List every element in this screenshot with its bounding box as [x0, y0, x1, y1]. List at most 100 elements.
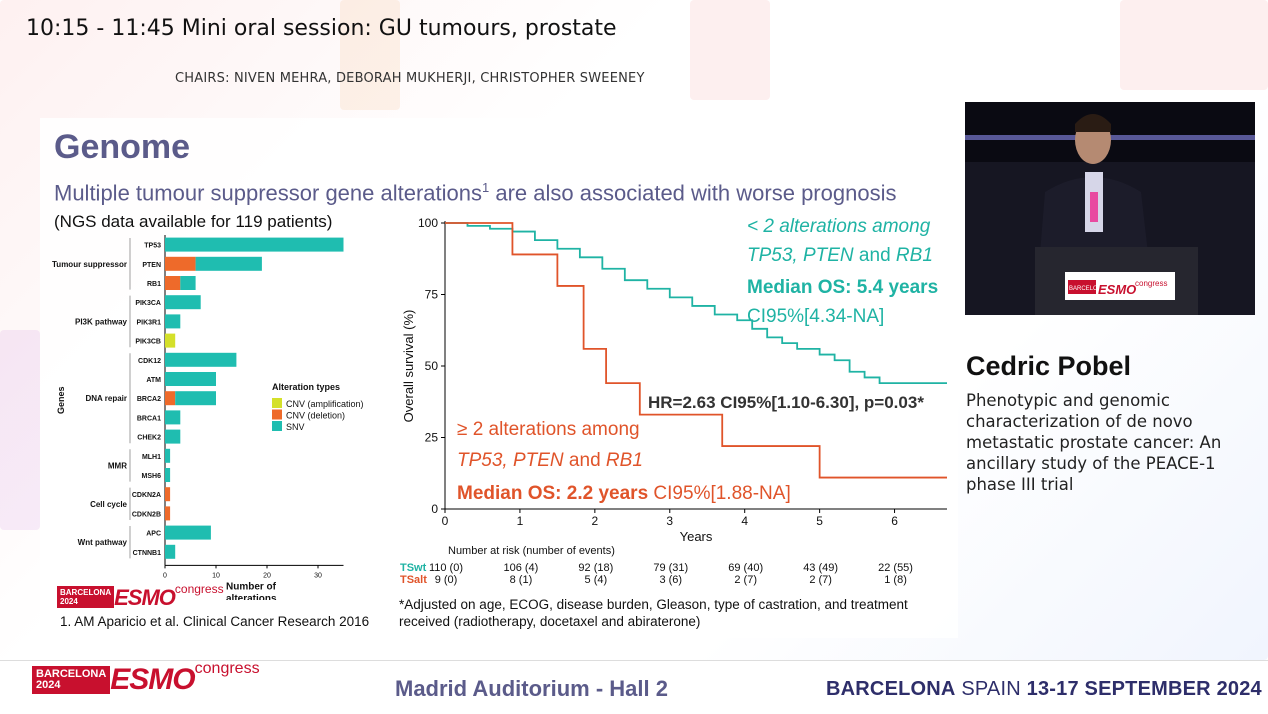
- gene-label: RB1: [147, 281, 161, 288]
- km-alt-genes-b: RB1: [606, 450, 643, 471]
- risk-cell: 106 (4): [503, 562, 539, 574]
- ngs-note: (NGS data available for 119 patients): [54, 212, 333, 231]
- bar-x-label-line1: Number of: [226, 581, 277, 592]
- speaker-name: Cedric Pobel: [966, 351, 1132, 381]
- risk-table-title: Number at risk (number of events): [448, 545, 615, 557]
- background-decoration: [1120, 0, 1268, 90]
- bar-segment: [165, 448, 171, 463]
- group-label: MMR: [108, 461, 127, 470]
- gene-label: MLH1: [142, 454, 161, 461]
- slide-esmo-logo: BARCELONA 2024 ESMO congress: [57, 582, 224, 610]
- slide-logo-word: ESMO: [114, 585, 176, 610]
- km-x-label: Years: [680, 529, 713, 543]
- bar-segment: [165, 333, 176, 348]
- slide-logo-congress: congress: [174, 582, 224, 596]
- km-x-tick-label: 1: [517, 514, 524, 528]
- risk-cell: 22 (55): [878, 562, 913, 574]
- bar-segment: [165, 429, 181, 444]
- venue-country: SPAIN: [955, 678, 1027, 700]
- footer-logo-year: 2024: [36, 679, 61, 691]
- gene-label: APC: [146, 531, 161, 538]
- risk-cell: 3 (6): [659, 574, 683, 586]
- session-chairs: CHAIRS: NIVEN MEHRA, DEBORAH MUKHERJI, C…: [175, 71, 645, 86]
- podium-logo-congress: congress: [1135, 279, 1167, 288]
- bar-segment: [175, 391, 216, 406]
- background-decoration: [690, 0, 770, 100]
- bar-x-tick-label: 0: [163, 572, 167, 579]
- km-alt-and: and: [564, 450, 606, 471]
- km-y-label: Overall survival (%): [401, 310, 416, 423]
- bar-segment: [165, 410, 181, 425]
- gene-label: PIK3CA: [135, 300, 161, 307]
- bar-segment: [165, 295, 201, 310]
- risk-cell: 79 (31): [653, 562, 689, 574]
- km-wt-genes-b: RB1: [896, 245, 933, 266]
- bar-segment: [165, 487, 171, 502]
- venue-dates: 13-17 SEPTEMBER 2024: [1026, 678, 1262, 700]
- session-title: 10:15 - 11:45 Mini oral session: GU tumo…: [26, 16, 617, 41]
- km-x-tick-label: 5: [816, 514, 823, 528]
- risk-cell: 8 (1): [509, 574, 533, 586]
- bar-x-label-line2: alterations: [226, 593, 277, 600]
- speaker-video-frame: BARCELONA 2024 ESMO congress: [965, 102, 1255, 315]
- gene-label: BRCA1: [137, 415, 161, 422]
- km-alt-line2: TP53, PTEN and RB1: [457, 450, 643, 471]
- km-alt-median-line: Median OS: 2.2 years CI95%[1.88-NA]: [457, 483, 791, 504]
- bar-segment: [165, 544, 176, 559]
- gene-label: BRCA2: [137, 396, 161, 403]
- bar-segment: [165, 314, 181, 329]
- bar-segment: [165, 352, 237, 367]
- km-wt-ci: CI95%[4.34-NA]: [747, 306, 884, 327]
- background-decoration: [340, 0, 400, 110]
- km-y-tick-label: 75: [425, 288, 439, 302]
- talk-title: Phenotypic and genomic characterization …: [966, 391, 1222, 494]
- risk-row-label: TSwt: [400, 562, 427, 574]
- citation: 1. AM Aparicio et al. Clinical Cancer Re…: [60, 614, 370, 629]
- footer-logo-word: ESMO: [110, 663, 195, 696]
- risk-cell: 9 (0): [434, 574, 458, 586]
- km-x-tick-label: 3: [666, 514, 673, 528]
- footer-logo-congress: congress: [194, 660, 260, 677]
- km-wt-line2: TP53, PTEN and RB1: [747, 245, 933, 266]
- podium-logo-box: BARCELONA 2024: [1069, 286, 1121, 292]
- km-x-tick-label: 6: [891, 514, 898, 528]
- bar-segment: [195, 256, 262, 271]
- gene-label: PIK3R1: [136, 319, 161, 326]
- km-x-tick-label: 2: [592, 514, 599, 528]
- bar-segment: [165, 391, 176, 406]
- km-wt-and: and: [854, 245, 896, 266]
- subtitle-rest: are also associated with worse prognosis: [489, 180, 897, 206]
- km-x-tick-label: 4: [741, 514, 748, 528]
- venue-info: BARCELONA SPAIN 13-17 SEPTEMBER 2024: [826, 678, 1262, 701]
- risk-cell: 92 (18): [578, 562, 614, 574]
- km-alt-genes-a: TP53, PTEN: [457, 450, 564, 471]
- risk-cell: 43 (49): [803, 562, 839, 574]
- gene-label: CDK12: [138, 358, 161, 365]
- gene-label: PTEN: [142, 262, 161, 269]
- gene-label: CTNNB1: [133, 550, 161, 557]
- slide-logo-box: BARCELONA 2024: [57, 586, 115, 608]
- gene-label: PIK3CB: [135, 339, 161, 346]
- km-wt-median: Median OS: 5.4 years: [747, 277, 938, 298]
- slide-subtitle: Multiple tumour suppressor gene alterati…: [54, 180, 896, 206]
- legend-label: CNV (deletion): [286, 411, 345, 421]
- gene-label: CHEK2: [137, 435, 161, 442]
- venue-city: BARCELONA: [826, 678, 956, 700]
- footer-bar: [0, 660, 1268, 714]
- km-y-tick-label: 50: [425, 359, 439, 373]
- legend-label: SNV: [286, 422, 305, 432]
- slide-logo-city: BARCELONA: [60, 588, 112, 597]
- survival-km-chart: 0 25 50 75 100 0 1 2 3 4 5 6 Years Overall survival (…: [401, 216, 947, 543]
- group-label: Tumour suppressor: [52, 260, 127, 269]
- bar-y-label: Genes: [56, 386, 66, 414]
- slide-title: Genome: [54, 128, 191, 166]
- km-y-tick-label: 25: [425, 431, 439, 445]
- subtitle-text: Multiple tumour suppressor gene alterati…: [54, 180, 483, 206]
- subtitle-superscript: 1: [482, 180, 490, 195]
- km-alt-ci: CI95%[1.88-NA]: [648, 483, 791, 504]
- bar-x-tick-label: 30: [314, 572, 322, 579]
- km-alt-line1: ≥ 2 alterations among: [457, 419, 640, 440]
- gene-label: CDKN2B: [132, 511, 161, 518]
- alterations-bar-chart: TP53 PTEN RB1 PIK3CA PIK3R1 PIK3CB CDK12 ATM BRC…: [52, 235, 364, 600]
- legend-swatch: [272, 409, 282, 420]
